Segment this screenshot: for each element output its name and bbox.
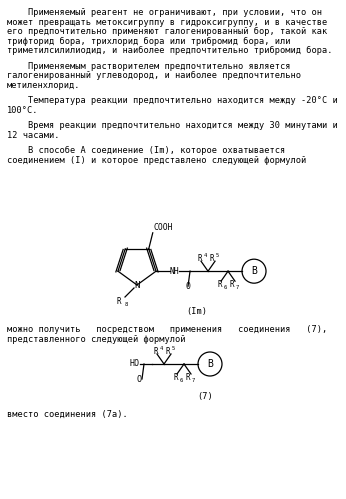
Text: 8: 8 bbox=[124, 302, 128, 307]
Text: В способе А соединение (Im), которое охватывается: В способе А соединение (Im), которое охв… bbox=[7, 146, 285, 155]
Text: B: B bbox=[251, 266, 257, 276]
Text: R: R bbox=[166, 346, 170, 355]
Text: может превращать метоксигруппу в гидроксигруппу, и в качестве: может превращать метоксигруппу в гидрокс… bbox=[7, 17, 327, 26]
Text: галогенированный углеводород, и наиболее предпочтительно: галогенированный углеводород, и наиболее… bbox=[7, 71, 301, 80]
Text: (7): (7) bbox=[197, 392, 213, 401]
Text: 6: 6 bbox=[224, 285, 227, 290]
Text: Применяемым растворителем предпочтительно является: Применяемым растворителем предпочтительн… bbox=[7, 61, 291, 70]
Text: R: R bbox=[198, 253, 202, 262]
Text: Применяемый реагент не ограничивают, при условии, что он: Применяемый реагент не ограничивают, при… bbox=[7, 8, 322, 17]
Text: 4: 4 bbox=[204, 252, 207, 257]
Text: представленного следующей формулой: представленного следующей формулой bbox=[7, 334, 185, 343]
Text: соединением (I) и которое представлено следующей формулой: соединением (I) и которое представлено с… bbox=[7, 156, 306, 165]
Text: 12 часами.: 12 часами. bbox=[7, 131, 60, 140]
Text: R: R bbox=[186, 372, 190, 382]
Text: O: O bbox=[137, 375, 142, 384]
Text: O: O bbox=[185, 282, 190, 291]
Text: триметилсилилиодид, и наиболее предпочтительно трибромид бора.: триметилсилилиодид, и наиболее предпочти… bbox=[7, 46, 333, 55]
Text: R: R bbox=[154, 346, 158, 355]
Text: Время реакции предпочтительно находится между 30 минутами и: Время реакции предпочтительно находится … bbox=[7, 121, 338, 130]
Text: R: R bbox=[210, 253, 214, 262]
Text: 100°С.: 100°С. bbox=[7, 105, 38, 114]
Text: R: R bbox=[116, 297, 121, 306]
Text: N: N bbox=[134, 280, 140, 289]
Text: B: B bbox=[207, 359, 213, 369]
Text: COOH: COOH bbox=[154, 223, 173, 232]
Text: 4: 4 bbox=[160, 345, 163, 350]
Text: R: R bbox=[218, 279, 222, 289]
Text: R: R bbox=[174, 372, 178, 382]
Text: R: R bbox=[230, 279, 234, 289]
Text: HO: HO bbox=[130, 359, 140, 368]
Text: метиленхлорид.: метиленхлорид. bbox=[7, 80, 81, 89]
Text: можно получить   посредством   применения   соединения   (7),: можно получить посредством применения со… bbox=[7, 325, 327, 334]
Text: 7: 7 bbox=[236, 285, 239, 290]
Text: его предпочтительно применяют галогенированный бор, такой как: его предпочтительно применяют галогениро… bbox=[7, 27, 327, 36]
Text: вместо соединения (7а).: вместо соединения (7а). bbox=[7, 410, 128, 419]
Text: Температура реакции предпочтительно находится между -20°С и: Температура реакции предпочтительно нахо… bbox=[7, 96, 338, 105]
Text: 6: 6 bbox=[180, 378, 183, 383]
Text: 7: 7 bbox=[192, 378, 195, 383]
Text: NH: NH bbox=[169, 266, 179, 275]
Text: трифторид бора, трихлорид бора или трибромид бора, или: трифторид бора, трихлорид бора или трибр… bbox=[7, 36, 291, 45]
Text: 5: 5 bbox=[172, 345, 175, 350]
Text: 5: 5 bbox=[216, 252, 219, 257]
Text: (Im): (Im) bbox=[186, 307, 208, 316]
